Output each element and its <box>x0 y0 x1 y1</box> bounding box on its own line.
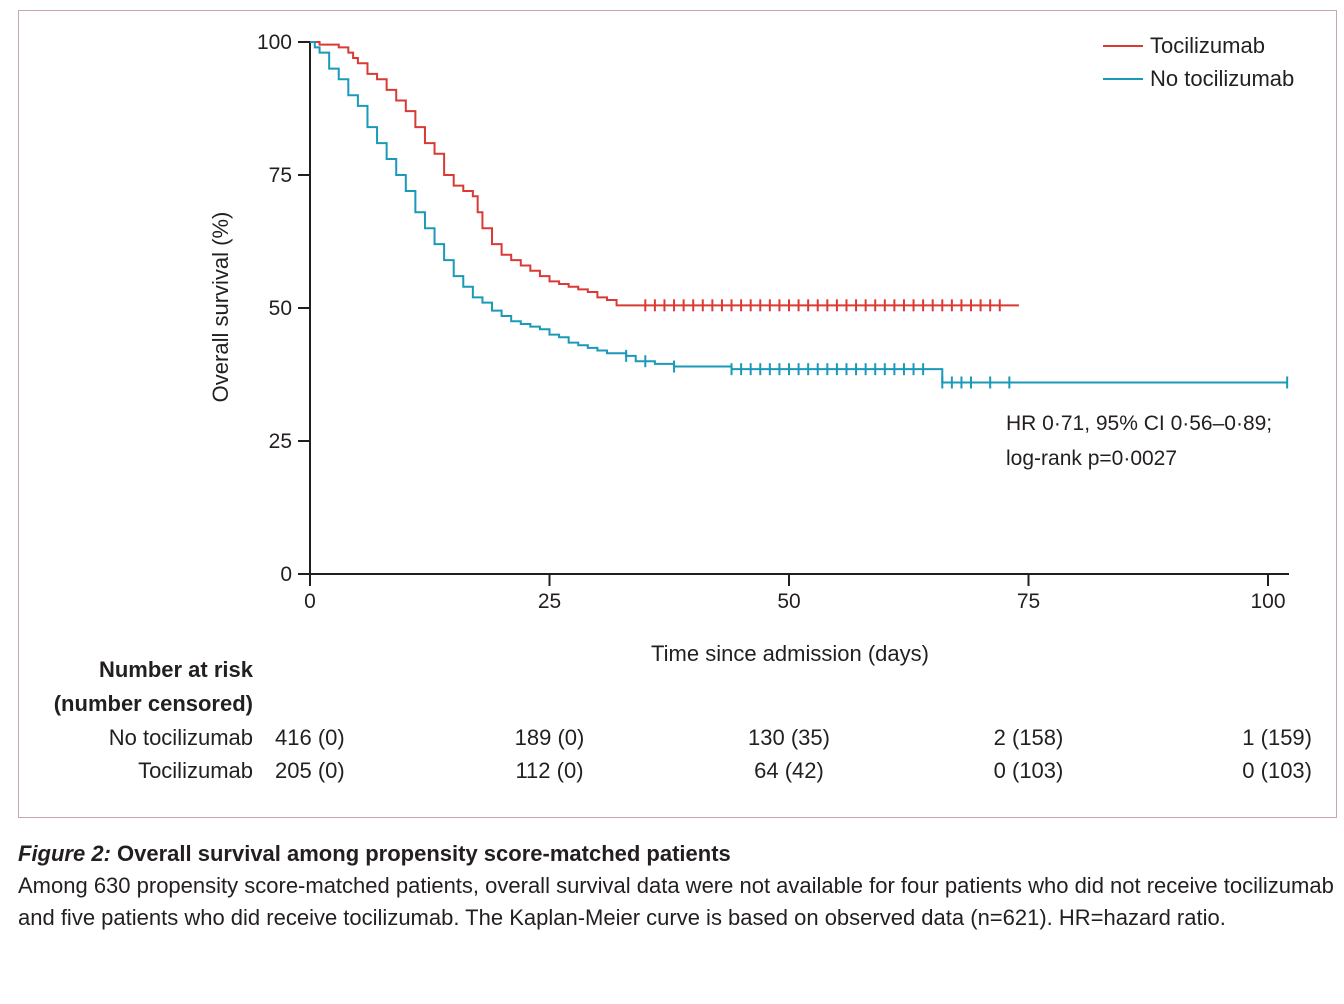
legend-label-tocilizumab: Tocilizumab <box>1150 33 1265 58</box>
risk-cell: 0 (103) <box>1242 758 1312 783</box>
y-tick-label: 25 <box>269 430 292 453</box>
annotation-line-2: log-rank p=0·0027 <box>1006 447 1177 470</box>
km-chart: 0 25 50 75 100 0 25 50 75 100 Overall survival (%… <box>54 31 1312 783</box>
risk-cell: 130 (35) <box>748 725 830 750</box>
risk-cell: 64 (42) <box>754 758 824 783</box>
curve-tocilizumab <box>310 41 1019 307</box>
y-tick-label: 50 <box>269 297 292 320</box>
survival-curves <box>310 41 1289 389</box>
x-axis-label: Time since admission (days) <box>651 641 929 666</box>
risk-table: Number at risk (number censored) No toci… <box>54 657 1312 783</box>
caption-title: Overall survival among propensity score-… <box>110 841 731 866</box>
risk-cell: 189 (0) <box>515 725 585 750</box>
curve-no-tocilizumab <box>310 41 1288 384</box>
risk-row-label-no-tocilizumab: No tocilizumab <box>109 725 253 750</box>
risk-cell: 416 (0) <box>275 725 345 750</box>
caption-label: Figure 2: <box>18 841 111 866</box>
legend: Tocilizumab No tocilizumab <box>1103 33 1294 91</box>
x-tick-label: 0 <box>304 590 316 613</box>
risk-table-title-2: (number censored) <box>54 691 253 716</box>
y-tick-label: 0 <box>280 563 292 586</box>
figure-caption: Figure 2: Overall survival among propens… <box>18 838 1338 934</box>
figure-frame <box>18 10 1337 818</box>
y-axis-label: Overall survival (%) <box>208 212 233 403</box>
risk-table-title-1: Number at risk <box>99 657 254 682</box>
hazard-ratio-annotation: HR 0·71, 95% CI 0·56–0·89; log-rank p=0·… <box>1006 412 1272 470</box>
y-tick-label: 75 <box>269 164 292 187</box>
risk-cell: 1 (159) <box>1242 725 1312 750</box>
caption-text: Among 630 propensity score-matched patie… <box>18 873 1334 930</box>
risk-cell: 0 (103) <box>994 758 1064 783</box>
x-tick-label: 50 <box>777 590 800 613</box>
x-tick-label: 75 <box>1017 590 1040 613</box>
risk-cell: 112 (0) <box>515 758 583 783</box>
x-tick-label: 25 <box>538 590 561 613</box>
risk-row-label-tocilizumab: Tocilizumab <box>138 758 253 783</box>
legend-label-no-tocilizumab: No tocilizumab <box>1150 66 1294 91</box>
y-tick-label: 100 <box>257 31 292 54</box>
risk-cell: 205 (0) <box>275 758 345 783</box>
annotation-line-1: HR 0·71, 95% CI 0·56–0·89; <box>1006 412 1272 435</box>
risk-table-cells: 416 (0) 189 (0) 130 (35) 2 (158) 1 (159) 205 … <box>275 725 1312 783</box>
axis-ticks: 0 25 50 75 100 0 25 50 75 100 <box>257 31 1286 613</box>
caption-heading: Figure 2: Overall survival among propens… <box>18 838 1338 870</box>
x-tick-label: 100 <box>1250 590 1285 613</box>
risk-cell: 2 (158) <box>994 725 1064 750</box>
